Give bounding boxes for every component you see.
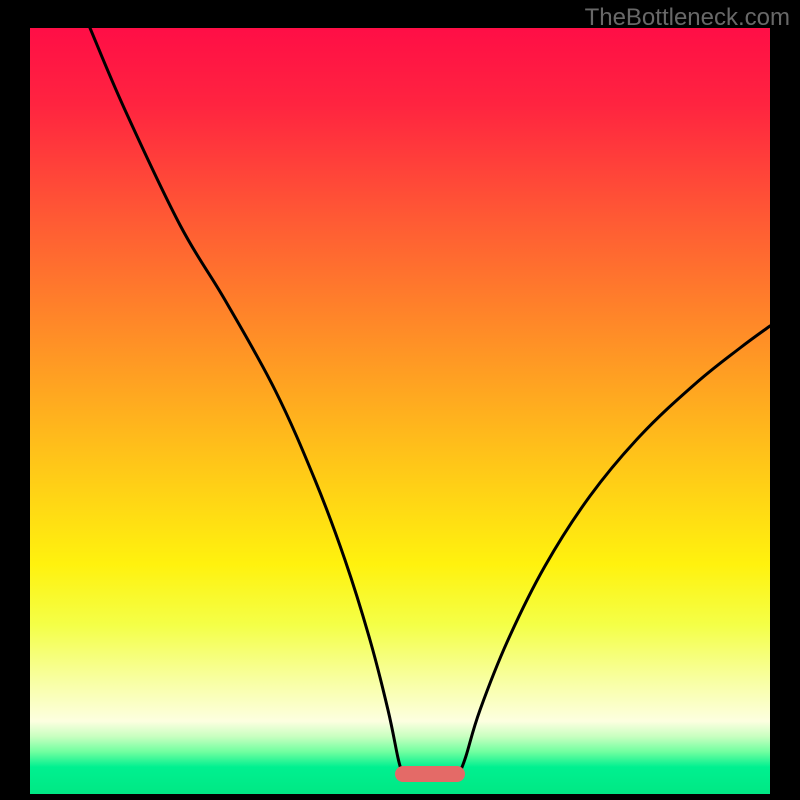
bottleneck-curve-chart [0,0,800,800]
chart-canvas: TheBottleneck.com [0,0,800,800]
bottleneck-marker [395,766,465,782]
watermark-text: TheBottleneck.com [585,4,790,32]
